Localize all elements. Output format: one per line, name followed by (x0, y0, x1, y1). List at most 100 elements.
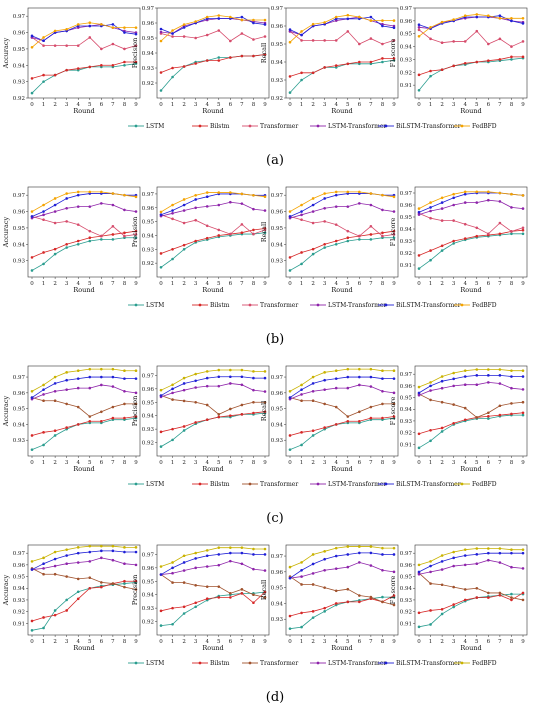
subplot-recall: 0.92 0.93 0.94 0.95 0.96 0.97 0 1 2 3 4 5 6 7 8 9 Round R… (260, 6, 399, 115)
x-tick-label: 3 (194, 281, 198, 287)
data-point-bilstm-transformer (288, 396, 292, 399)
series-line-lstm-transformer (160, 383, 266, 398)
data-point-transformer (182, 399, 186, 403)
legend-label: FedBFD (472, 481, 497, 488)
data-point-lstm-transformer (392, 391, 396, 395)
data-point-fedbfd (159, 565, 163, 568)
data-point-fedbfd (159, 388, 163, 392)
y-tick-label: 0.96 (271, 570, 284, 576)
data-point-lstm (381, 60, 384, 64)
data-point-bilstm (171, 427, 174, 431)
data-point-lstm (417, 267, 421, 270)
data-point-lstm-transformer (263, 390, 267, 393)
data-point-transformer (205, 33, 209, 37)
data-point-lstm (76, 590, 80, 594)
data-point-bilstm-transformer (346, 375, 350, 379)
series-line-transformer (289, 397, 394, 417)
data-point-transformer (392, 233, 396, 236)
series-line-bilstm (160, 411, 266, 433)
data-point-transformer (300, 218, 303, 222)
data-point-bilstm (53, 429, 57, 433)
y-tick-label: 0.93 (271, 78, 284, 84)
x-axis-label: Round (331, 644, 352, 652)
y-tick-label: 0.92 (142, 261, 154, 267)
series-line-lstm (289, 237, 394, 271)
data-point-lstm-transformer (171, 212, 174, 215)
data-point-bilstm-transformer (171, 387, 174, 391)
legend-label: Transformer (260, 302, 298, 309)
x-tick-label: 4 (463, 102, 467, 108)
y-tick-label: 0.97 (400, 6, 413, 12)
data-point-fedbfd (288, 565, 292, 569)
subplot-f1-score: 0.91 0.92 0.93 0.94 0.95 0.96 0.97 0 1 2 3 4 5 6 7 8 9 Ro… (389, 6, 528, 115)
plot-frame (414, 544, 528, 636)
data-point-bilstm (217, 59, 221, 62)
y-tick-label: 0.96 (400, 19, 413, 25)
data-point-fedbfd (369, 367, 373, 371)
data-point-bilstm-transformer (463, 192, 467, 196)
data-point-transformer (171, 398, 174, 401)
y-axis-label: Precision (131, 396, 139, 427)
data-point-lstm-transformer (417, 572, 421, 576)
data-point-fedbfd (171, 561, 174, 564)
data-point-transformer (263, 35, 267, 38)
data-point-fedbfd (42, 556, 45, 560)
legend-label: BiLSTM-Transformer (396, 481, 461, 488)
data-point-transformer (240, 588, 244, 591)
data-point-fedbfd (487, 368, 490, 371)
data-point-bilstm (76, 67, 80, 70)
x-tick-label: 1 (171, 102, 175, 108)
y-tick-label: 0.97 (13, 14, 26, 20)
data-point-transformer (510, 402, 513, 405)
data-point-lstm-transformer (300, 393, 303, 396)
data-point-lstm-transformer (429, 570, 432, 574)
data-point-bilstm (134, 60, 138, 64)
series-line-lstm (160, 54, 266, 91)
data-point-transformer (217, 228, 221, 232)
data-point-bilstm-transformer (311, 203, 315, 207)
data-point-fedbfd (288, 210, 292, 213)
data-point-lstm (217, 56, 221, 59)
x-axis-label: Round (202, 644, 223, 652)
legend: LSTM Bilstm Transformer LSTM-Transformer BiL… (128, 302, 497, 309)
series-line-bilstm-transformer (160, 376, 265, 396)
data-point-bilstm (194, 601, 197, 605)
data-point-bilstm-transformer (463, 554, 467, 557)
data-point-lstm-transformer (346, 565, 350, 569)
data-point-transformer (475, 226, 479, 230)
data-point-bilstm (159, 430, 163, 434)
series-line-fedbfd (289, 14, 394, 43)
data-point-bilstm-transformer (311, 562, 315, 566)
x-tick-label: 7 (498, 102, 502, 108)
y-tick-label: 0.94 (13, 586, 26, 592)
data-point-fedbfd (30, 45, 34, 49)
x-tick-label: 5 (346, 281, 350, 287)
x-tick-label: 9 (392, 460, 396, 466)
data-point-lstm (346, 239, 350, 243)
data-point-fedbfd (229, 368, 232, 372)
legend-label: LSTM-Transformer (328, 660, 386, 667)
data-point-lstm (392, 58, 396, 62)
x-tick-label: 9 (263, 460, 267, 466)
legend-label: LSTM-Transformer (328, 481, 386, 488)
data-point-transformer (229, 39, 232, 43)
data-point-bilstm-transformer (429, 564, 432, 568)
data-point-lstm-transformer (381, 568, 384, 572)
data-point-lstm-transformer (429, 389, 432, 392)
data-point-transformer (263, 596, 267, 599)
data-point-bilstm (487, 59, 490, 63)
data-point-lstm-transformer (510, 565, 513, 569)
data-point-bilstm (521, 591, 525, 595)
series-line-lstm (418, 233, 523, 269)
data-point-transformer (429, 216, 432, 220)
data-point-bilstm-transformer (182, 26, 186, 29)
x-tick-label: 7 (369, 460, 373, 466)
subplot-accuracy: 0.91 0.92 0.93 0.94 0.95 0.96 0.97 0 1 2 3 4 5 6 7 8 9 Ro… (2, 544, 141, 652)
x-tick-label: 1 (300, 460, 304, 466)
data-point-fedbfd (521, 369, 525, 372)
y-tick-label: 0.94 (271, 601, 284, 607)
data-point-transformer (487, 591, 490, 595)
x-tick-label: 2 (311, 460, 315, 466)
series-line-bilstm (160, 591, 266, 612)
